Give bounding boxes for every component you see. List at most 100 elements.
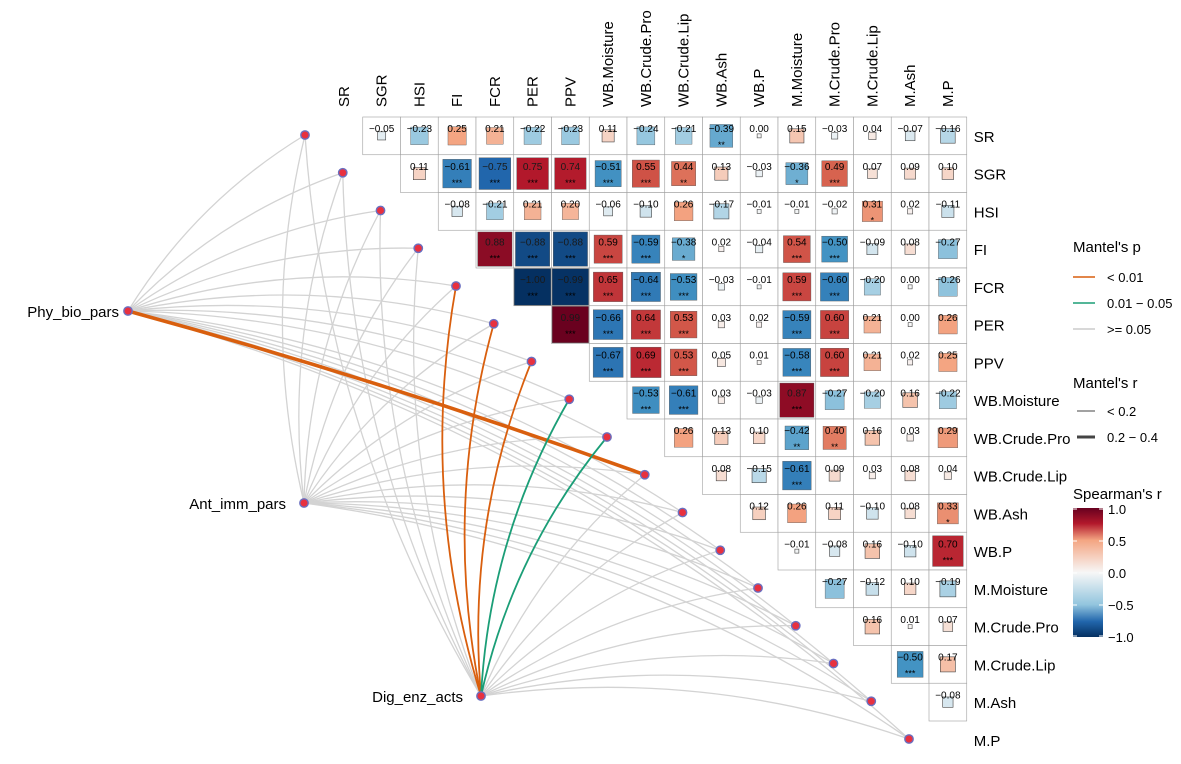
correlation-label: 0.69 <box>636 351 656 362</box>
correlation-label: 0.01 <box>749 351 769 362</box>
correlation-label: 0.11 <box>410 162 429 173</box>
correlation-label: 0.26 <box>787 502 807 513</box>
significance-stars: *** <box>943 555 954 565</box>
node-dig-enz-acts <box>476 691 486 701</box>
col-label-wb-crude-lip: WB.Crude.Lip <box>676 14 693 107</box>
correlation-square <box>867 168 878 179</box>
link-ant-imm-pars-hsi <box>303 210 382 504</box>
correlation-square <box>551 306 589 344</box>
correlation-label: 0.21 <box>485 124 505 135</box>
correlation-label: 0.11 <box>599 124 618 135</box>
cell-sr-fi: 0.25 <box>437 116 477 156</box>
correlation-label: 0.00 <box>900 313 920 324</box>
correlation-square <box>672 237 696 261</box>
correlation-square <box>631 272 661 302</box>
correlation-label: −0.26 <box>935 275 961 286</box>
cell-fcr-per: −1.00 *** <box>513 267 552 307</box>
cell-wb-crude-pro-m-ash: 0.03 <box>890 418 930 458</box>
significance-stars: *** <box>678 367 689 377</box>
row-label-sgr: SGR <box>974 167 1007 184</box>
correlation-label: −0.11 <box>936 200 961 211</box>
correlation-label: −0.50 <box>822 237 848 248</box>
correlation-label: 0.17 <box>938 653 958 664</box>
cell-sr-hsi: −0.23 <box>400 116 439 156</box>
correlation-square <box>907 624 913 629</box>
row-label-m-crude-pro: M.Crude.Pro <box>974 620 1059 637</box>
significance-stars: * <box>946 518 950 528</box>
correlation-square <box>782 348 812 377</box>
correlation-square <box>939 391 957 409</box>
correlation-square <box>783 235 811 263</box>
link-ant-imm-pars-wb-crude-lip <box>303 465 645 504</box>
point-wb-crude-pro <box>602 432 612 442</box>
spearman-colorbar <box>1073 508 1103 637</box>
correlation-label: 0.33 <box>938 502 958 513</box>
point-per <box>488 318 499 329</box>
correlation-label: −0.10 <box>860 502 886 513</box>
cell-wb-ash-m-moisture: 0.26 <box>777 494 817 533</box>
cell-sr-wb-ash: −0.39 ** <box>702 116 741 156</box>
cell-sgr-wb-moisture: −0.51 *** <box>588 154 628 193</box>
row-label-hsi: HSI <box>974 204 999 221</box>
correlation-square <box>866 507 879 520</box>
correlation-square <box>937 427 958 448</box>
correlation-square <box>785 162 809 185</box>
point-wb-moisture <box>564 394 575 405</box>
correlation-square <box>630 346 662 378</box>
correlation-square <box>709 124 734 148</box>
correlation-label: 0.04 <box>863 124 883 135</box>
correlation-label: 0.88 <box>485 237 505 248</box>
col-label-m-p: M.P <box>940 80 957 107</box>
correlation-label: 0.40 <box>825 426 845 437</box>
correlation-label: −0.59 <box>633 237 659 248</box>
correlation-label: 0.87 <box>787 388 807 399</box>
cell-sgr-ppv: 0.74 *** <box>551 154 590 193</box>
cell-hsi-wb-moisture: −0.06 <box>588 192 628 231</box>
row-label-m-crude-lip: M.Crude.Lip <box>974 657 1056 674</box>
significance-stars: *** <box>490 253 501 263</box>
mantel-p-key-label-1: < 0.01 <box>1107 270 1144 285</box>
cell-hsi-fcr: −0.21 <box>475 192 515 231</box>
correlation-label: −0.61 <box>784 464 810 475</box>
significance-stars: *** <box>829 329 840 339</box>
correlation-label: −0.39 <box>709 124 735 135</box>
link-ant-imm-pars-wb-p <box>303 495 721 551</box>
correlation-square <box>447 126 467 146</box>
correlation-square <box>831 208 838 215</box>
correlation-square <box>478 157 511 190</box>
cell-sgr-m-p: 0.10 <box>928 154 968 193</box>
correlation-square <box>822 426 847 450</box>
mantel-p-title: Mantel's p <box>1073 239 1141 256</box>
correlation-label: 0.60 <box>825 351 845 362</box>
correlation-square <box>866 243 879 255</box>
cell-sr-m-p: −0.16 <box>928 116 968 156</box>
correlation-square <box>861 200 883 222</box>
cell-hsi-wb-crude-pro: −0.10 <box>626 192 666 231</box>
row-label-wb-p: WB.P <box>974 544 1012 561</box>
correlation-square <box>755 245 764 254</box>
correlation-square <box>868 472 876 480</box>
cell-sgr-wb-crude-lip: 0.44 ** <box>664 154 703 193</box>
correlation-square <box>594 160 622 187</box>
link-dig-enz-acts-per <box>463 323 495 697</box>
correlation-label: −0.20 <box>860 388 886 399</box>
cell-sr-wb-crude-lip: −0.21 <box>664 116 703 156</box>
correlation-label: −0.17 <box>709 200 735 211</box>
row-label-ppv: PPV <box>974 355 1004 372</box>
cell-wb-crude-lip-m-moisture: −0.61 *** <box>777 456 817 495</box>
significance-stars: ** <box>793 442 801 452</box>
link-dig-enz-acts-m-moisture <box>480 587 759 697</box>
col-label-m-ash: M.Ash <box>902 64 919 107</box>
correlation-label: 0.10 <box>749 426 769 437</box>
link-phy-bio-pars-wb-crude-pro <box>127 310 608 438</box>
link-dig-enz-acts-m-crude-pro <box>480 625 796 697</box>
cell-fi-m-crude-pro: −0.50 *** <box>815 229 854 269</box>
cell-wb-crude-lip-m-crude-pro: 0.09 <box>815 456 854 495</box>
correlation-square <box>938 239 958 259</box>
link-dig-enz-acts-wb-crude-pro <box>480 436 608 697</box>
cell-per-m-crude-pro: 0.60 *** <box>815 305 854 344</box>
spearman-tick-1: 1.0 <box>1108 502 1126 517</box>
correlation-square <box>451 205 463 217</box>
link-ant-imm-pars-m-p <box>303 502 910 740</box>
point-hsi <box>375 205 386 216</box>
